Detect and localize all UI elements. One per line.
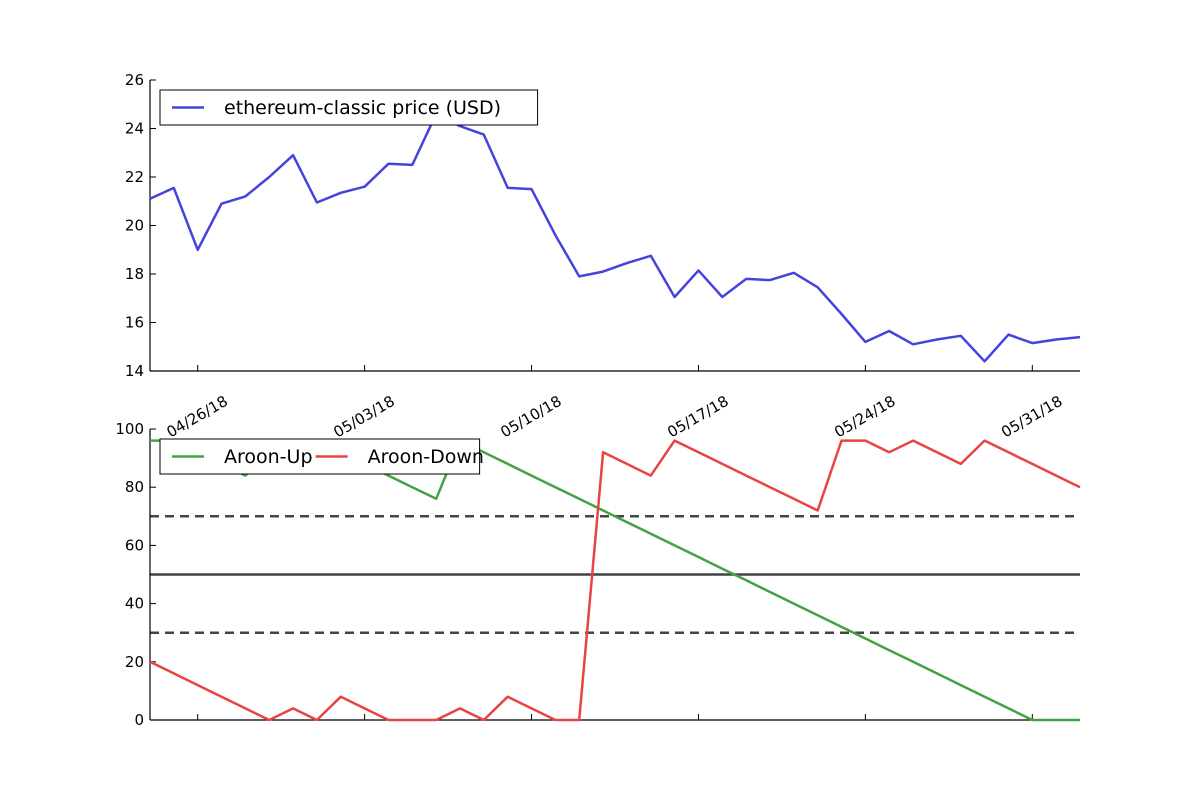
x-tick-label: 05/31/18 <box>998 392 1065 441</box>
aroon-panel: 0 20 40 60 80 100 Aroon-Up Aroon-Down <box>115 420 1081 729</box>
y-tick-label: 0 <box>134 711 144 729</box>
series-line-0 <box>150 439 1080 722</box>
y-tick-label: 18 <box>125 265 144 283</box>
legend-label: ethereum-classic price (USD) <box>224 97 501 119</box>
y-tick-label: 14 <box>125 362 144 380</box>
y-tick-label: 80 <box>125 478 144 496</box>
x-tick-label: 04/26/18 <box>164 392 231 441</box>
legend-label: Aroon-Down <box>368 446 484 468</box>
price-panel: 14 16 18 20 22 24 26 04/26/18 05/03/18 05/10/18 05… <box>125 71 1081 441</box>
x-tick-label: 05/24/18 <box>831 392 898 441</box>
y-tick-label: 20 <box>125 217 144 235</box>
y-tick-label: 26 <box>125 71 144 89</box>
y-tick-label: 20 <box>125 653 144 671</box>
series-line-0 <box>149 112 1081 363</box>
y-tick-label: 22 <box>125 168 144 186</box>
x-tick-label: 05/17/18 <box>664 392 731 441</box>
legend-box <box>159 89 539 126</box>
x-tick-label: 05/10/18 <box>497 392 564 441</box>
legend: ethereum-classic price (USD) <box>159 89 539 126</box>
y-tick-label: 100 <box>115 420 144 438</box>
x-tick-label: 05/03/18 <box>330 392 397 441</box>
y-tick-label: 40 <box>125 595 144 613</box>
y-tick-label: 16 <box>125 314 144 332</box>
legend-label: Aroon-Up <box>224 446 313 468</box>
legend: Aroon-Up Aroon-Down <box>159 438 484 475</box>
y-tick-label: 24 <box>125 120 144 138</box>
y-tick-label: 60 <box>125 536 144 554</box>
series-line-1 <box>149 439 1081 722</box>
